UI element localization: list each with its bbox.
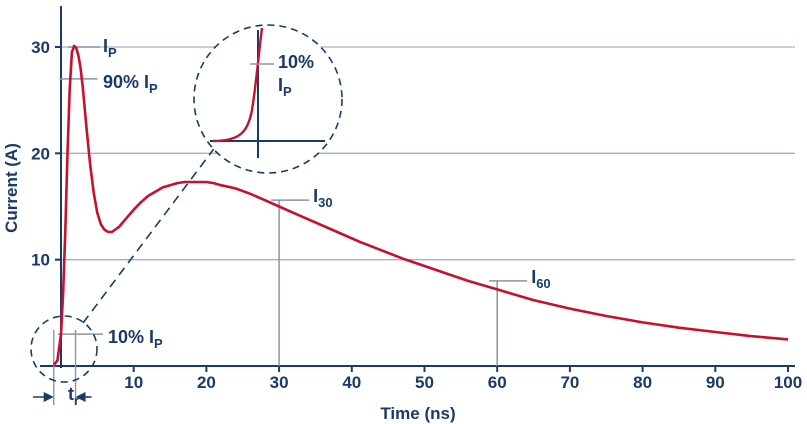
i60-label: I60 [531,267,550,291]
tick-labels: 10 20 30 40 50 60 70 80 90 100 10 20 30 [31,38,802,392]
tr-label: tr [68,384,79,408]
annotations: I30 I60 IP 90% IP 10% IP tr [68,36,551,408]
x-tick-label-50: 50 [415,373,434,392]
tr-arrowhead-right [75,392,86,402]
tr-arrowhead-left [43,392,54,402]
zoom-10pct-label: 10% [278,52,314,72]
ip-label: IP [103,36,117,60]
x-tick-label-100: 100 [774,373,802,392]
zoom-inset: 10% IP [30,24,343,383]
x-tick-label-90: 90 [706,373,725,392]
i30-label: I30 [313,186,332,210]
series-line-0 [52,44,789,366]
zoom-ip-label: IP [278,75,292,99]
small-zoom-circle [30,315,98,383]
markers [33,46,528,405]
x-tick-label-30: 30 [270,373,289,392]
zoom-series-curve [212,27,264,143]
x-tick-label-80: 80 [633,373,652,392]
zoom-connector-line [82,129,229,324]
y-axis-title: Current (A) [2,143,21,233]
x-tick-label-10: 10 [124,373,143,392]
grid-lines [61,46,795,261]
series-group [52,44,789,366]
axes [40,6,795,372]
p10-label: 10% IP [108,327,163,351]
x-tick-label-20: 20 [197,373,216,392]
y-tick-label-10: 10 [31,251,50,270]
y-tick-label-20: 20 [31,144,50,163]
x-tick-label-40: 40 [342,373,361,392]
x-tick-label-60: 60 [488,373,507,392]
p90-label: 90% IP [103,72,158,96]
large-zoom-circle [193,24,343,174]
x-tick-label-70: 70 [560,373,579,392]
x-axis-title: Time (ns) [380,404,455,423]
y-tick-label-30: 30 [31,38,50,57]
